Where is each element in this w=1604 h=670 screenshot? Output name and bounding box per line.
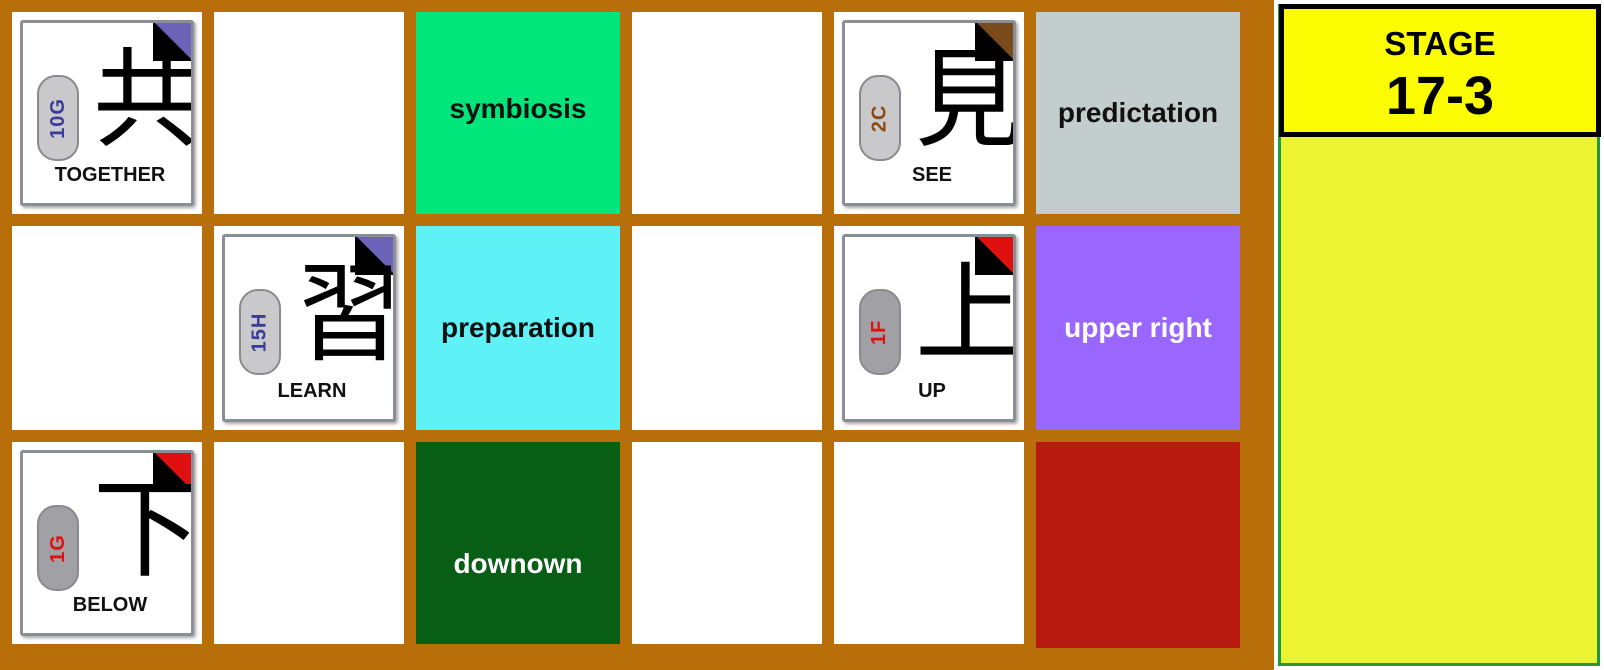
word-label: symbiosis xyxy=(449,93,587,124)
stage-number: 17-3 xyxy=(1385,66,1495,126)
kanji-meaning: BELOW xyxy=(72,594,148,616)
kanji-character: 見 xyxy=(914,38,1016,163)
card-corner-accent xyxy=(153,453,191,491)
board-cell-r2c5[interactable]: 1F 上 UP xyxy=(834,226,1024,430)
kanji-card-up[interactable]: 1F 上 UP xyxy=(842,234,1016,422)
kanji-code: 1G xyxy=(46,533,69,563)
stage-label: STAGE xyxy=(1384,25,1496,62)
game-board: 10G 共 TOGETHER symbiosis 2C 見 SEE predic… xyxy=(0,0,1274,670)
board-cell-r3c4[interactable] xyxy=(632,442,822,644)
board-cell-r3c1[interactable]: 1G 下 BELOW xyxy=(12,442,202,644)
brain-cloud-icon: 1F xyxy=(859,289,901,375)
board-cell-r1c2[interactable] xyxy=(214,12,404,214)
board-cell-r2c1[interactable] xyxy=(12,226,202,430)
card-corner-accent xyxy=(975,237,1013,275)
brain-cloud-icon: 1G xyxy=(37,505,79,591)
kanji-character: 習 xyxy=(294,252,396,377)
kanji-card-see[interactable]: 2C 見 SEE xyxy=(842,20,1016,206)
kanji-character: 共 xyxy=(92,38,194,163)
board-cell-r3c2[interactable] xyxy=(214,442,404,644)
word-label: preparation xyxy=(440,312,596,343)
word-tile-downown[interactable]: downown xyxy=(416,442,620,644)
kanji-code: 10G xyxy=(46,97,69,139)
stage-indicator: STAGE 17-3 xyxy=(1279,4,1601,137)
word-tile-upper-right[interactable]: upper right xyxy=(1036,226,1240,430)
kanji-meaning: UP xyxy=(918,380,946,402)
board-cell-r1c4[interactable] xyxy=(632,12,822,214)
board-cell-r1c1[interactable]: 10G 共 TOGETHER xyxy=(12,12,202,214)
word-tile-preparation[interactable]: preparation xyxy=(416,226,620,430)
word-tile-predictation[interactable]: predictation xyxy=(1036,12,1240,214)
kanji-meaning: SEE xyxy=(911,164,953,186)
word-tile-red[interactable] xyxy=(1036,442,1240,648)
card-corner-accent xyxy=(975,23,1013,61)
word-label: downown xyxy=(453,548,583,579)
word-tile-symbiosis[interactable]: symbiosis xyxy=(416,12,620,214)
card-corner-accent xyxy=(153,23,191,61)
kanji-character: 上 xyxy=(914,252,1016,377)
kanji-character: 下 xyxy=(92,468,194,593)
word-label: predictation xyxy=(1057,97,1219,128)
kanji-code: 15H xyxy=(248,312,271,352)
kanji-meaning: TOGETHER xyxy=(54,164,166,186)
board-cell-r2c2[interactable]: 15H 習 LEARN xyxy=(214,226,404,430)
board-cell-r3c5[interactable] xyxy=(834,442,1024,644)
brain-cloud-icon: 10G xyxy=(37,75,79,161)
board-cell-r1c5[interactable]: 2C 見 SEE xyxy=(834,12,1024,214)
kanji-code: 2C xyxy=(868,104,891,132)
kanji-card-below[interactable]: 1G 下 BELOW xyxy=(20,450,194,636)
board-cell-r2c4[interactable] xyxy=(632,226,822,430)
brain-cloud-icon: 2C xyxy=(859,75,901,161)
word-label: upper right xyxy=(1064,312,1212,343)
kanji-card-together[interactable]: 10G 共 TOGETHER xyxy=(20,20,194,206)
kanji-code: 1F xyxy=(868,319,891,345)
kanji-card-learn[interactable]: 15H 習 LEARN xyxy=(222,234,396,422)
brain-cloud-icon: 15H xyxy=(239,289,281,375)
card-corner-accent xyxy=(355,237,393,275)
kanji-meaning: LEARN xyxy=(277,380,347,402)
